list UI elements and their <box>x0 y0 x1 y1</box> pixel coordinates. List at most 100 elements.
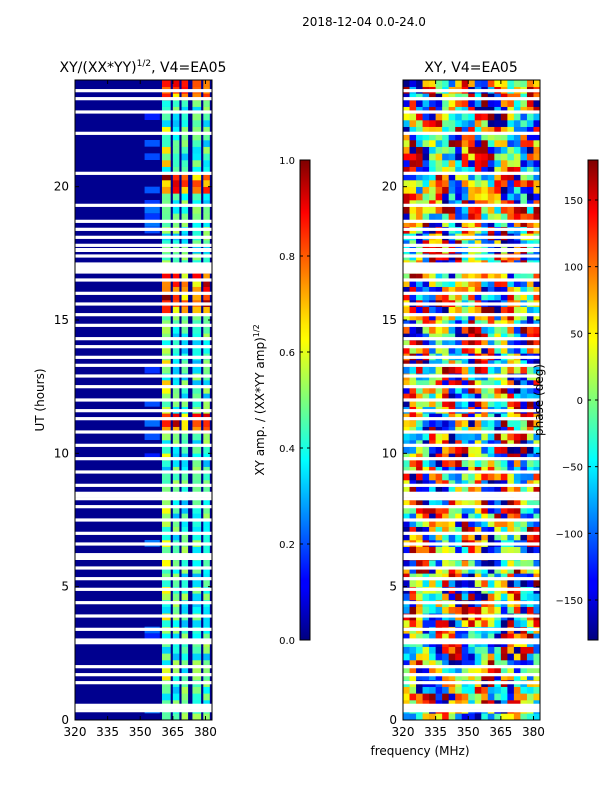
phase-cell <box>461 433 469 441</box>
phase-cell <box>507 166 515 174</box>
phase-cell <box>429 93 436 101</box>
phase-cell <box>513 213 521 221</box>
phase-cell <box>448 280 456 287</box>
amplitude-cell <box>203 520 210 527</box>
phase-cell <box>474 346 482 354</box>
phase-cell <box>487 320 495 327</box>
phase-cell <box>526 560 534 567</box>
phase-cell <box>474 480 482 487</box>
phase-cell <box>416 366 423 374</box>
phase-cell <box>435 446 443 454</box>
phase-cell <box>403 166 410 174</box>
phase-cell <box>409 280 417 287</box>
amplitude-cell <box>203 473 210 481</box>
amplitude-cell <box>181 140 189 147</box>
phase-cell <box>507 393 515 401</box>
phase-cell <box>455 333 463 341</box>
amplitude-cell <box>161 620 171 627</box>
amp-ytick-label: 15 <box>54 313 69 327</box>
amplitude-cell <box>172 360 180 367</box>
phase-cell <box>481 473 489 481</box>
phase-cell <box>520 453 528 461</box>
phase-cell <box>494 340 502 347</box>
phase-cell <box>448 506 456 514</box>
amplitude-cell <box>203 380 210 387</box>
phase-cell <box>416 293 423 301</box>
phase-cell <box>455 93 463 101</box>
phase-cell <box>448 240 456 247</box>
phase-cell <box>513 240 521 247</box>
phase-cell <box>416 666 423 674</box>
phase-cell <box>429 420 436 427</box>
amplitude-cell <box>172 273 180 281</box>
phase-cell <box>468 660 476 667</box>
phase-cell <box>422 213 430 221</box>
phase-cell <box>507 526 515 534</box>
amp-flagged-row <box>75 89 212 93</box>
amp-flagged-row <box>75 497 212 501</box>
phase-cell <box>429 113 436 121</box>
phase-cell <box>448 200 456 207</box>
phase-cell <box>455 633 463 641</box>
amplitude-cell <box>144 420 160 427</box>
phase-cell <box>487 653 495 661</box>
phase-cell <box>494 186 502 194</box>
amplitude-cell <box>203 460 210 467</box>
amplitude-cell <box>161 360 171 367</box>
phase-cell <box>422 713 430 720</box>
phase-cell <box>468 173 476 181</box>
phase-cell <box>448 146 456 154</box>
phase-cell <box>461 273 469 281</box>
phase-cell <box>422 133 430 141</box>
phase-cell <box>487 106 495 114</box>
phase-cell <box>494 666 502 674</box>
amplitude-cell <box>203 113 210 121</box>
phase-cell <box>487 313 495 321</box>
phase-cell <box>403 213 410 221</box>
phase-cell <box>520 306 528 314</box>
phase-cell <box>442 606 449 614</box>
phase-cell <box>520 440 528 447</box>
phase-cell <box>526 533 534 541</box>
phase-cell <box>474 466 482 474</box>
phase-cell <box>442 713 449 720</box>
phase-cell <box>513 100 521 107</box>
phase-cell <box>520 213 528 221</box>
phase-cell <box>442 366 449 374</box>
amplitude-cell <box>181 453 189 461</box>
phase-cell <box>526 566 534 574</box>
phase-cell <box>500 180 508 187</box>
amplitude-cell <box>181 506 189 514</box>
phase-cell <box>429 100 436 107</box>
phase-cell <box>422 426 430 434</box>
phase-cell <box>520 520 528 527</box>
phase-cell <box>461 500 469 507</box>
phase-cell <box>513 713 521 720</box>
phase-cell <box>448 426 456 434</box>
phase-cell <box>461 580 469 587</box>
phase-cell <box>429 606 436 614</box>
phase-cell <box>442 126 449 134</box>
amplitude-colorbar-gradient <box>299 159 311 641</box>
phase-cell <box>468 160 476 167</box>
phase-cell <box>500 453 508 461</box>
phase-cell <box>481 646 489 654</box>
phase-cell <box>481 420 489 427</box>
phase-cell <box>429 426 436 434</box>
phase-cell <box>487 213 495 221</box>
phase-cell <box>409 173 417 181</box>
amplitude-heatmap <box>75 80 212 720</box>
amplitude-cell <box>161 140 171 147</box>
amplitude-cell <box>172 520 180 527</box>
phase-cell <box>520 400 528 407</box>
phase-cell <box>533 113 540 121</box>
phase-cell <box>494 100 502 107</box>
phase-cell <box>481 140 489 147</box>
phase-cell <box>507 220 515 227</box>
phase-cell <box>507 386 515 394</box>
amp-xtick-label: 335 <box>96 725 119 739</box>
amplitude-cell <box>181 580 189 587</box>
phase-cell <box>429 433 436 441</box>
phase-cell <box>520 340 528 347</box>
phase-cell <box>442 413 449 421</box>
